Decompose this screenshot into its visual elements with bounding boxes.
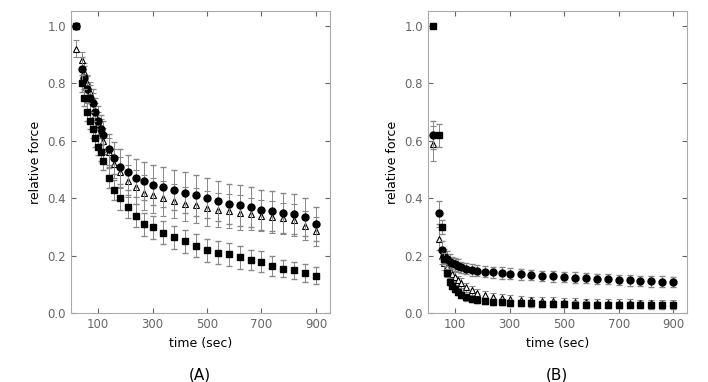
Text: (A): (A): [189, 367, 211, 382]
Y-axis label: relative force: relative force: [386, 121, 399, 204]
Y-axis label: relative force: relative force: [29, 121, 42, 204]
Text: (B): (B): [547, 367, 569, 382]
X-axis label: time (sec): time (sec): [169, 337, 232, 350]
X-axis label: time (sec): time (sec): [526, 337, 589, 350]
